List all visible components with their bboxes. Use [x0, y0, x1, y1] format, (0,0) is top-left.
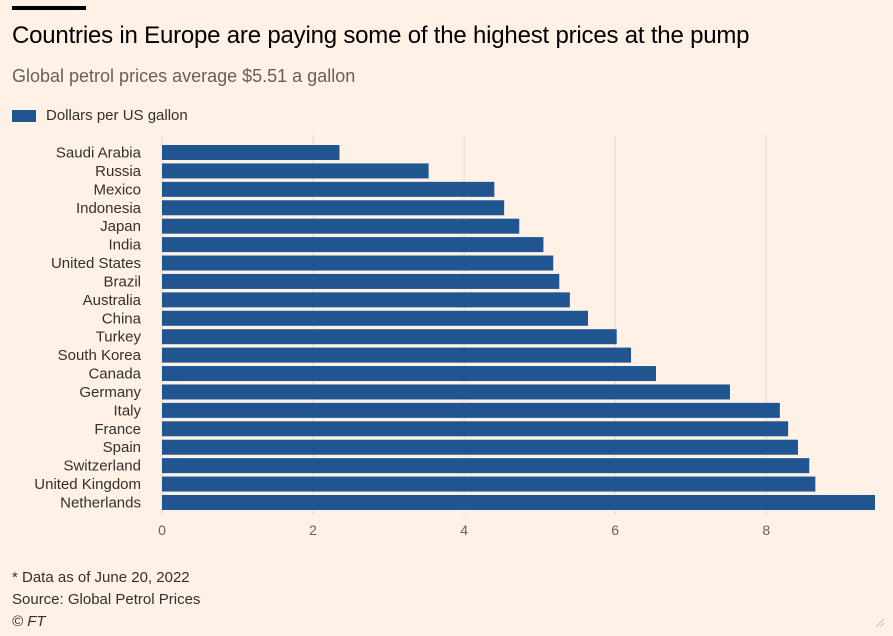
category-label-canada: Canada	[88, 366, 141, 383]
top-rule	[12, 6, 86, 10]
bar-russia	[162, 163, 429, 179]
bar-china	[162, 310, 588, 326]
legend-label: Dollars per US gallon	[46, 107, 188, 124]
category-label-italy: Italy	[113, 402, 141, 419]
bar-france	[162, 421, 789, 437]
category-label-russia: Russia	[95, 163, 142, 180]
bar-turkey	[162, 329, 617, 345]
x-tick-label-0: 0	[158, 522, 166, 538]
bar-netherlands	[162, 494, 875, 510]
category-label-united-kingdom: United Kingdom	[34, 476, 141, 493]
bar-italy	[162, 402, 780, 418]
bar-spain	[162, 439, 798, 455]
category-label-china: China	[102, 310, 142, 327]
legend: Dollars per US gallon	[12, 107, 188, 124]
bar-saudi-arabia	[162, 145, 340, 160]
category-label-united-states: United States	[51, 255, 141, 272]
bar-south-korea	[162, 347, 632, 363]
bar-united-states	[162, 255, 554, 271]
category-label-switzerland: Switzerland	[63, 458, 141, 475]
chart-subtitle: Global petrol prices average $5.51 a gal…	[12, 66, 356, 86]
category-label-mexico: Mexico	[93, 181, 141, 198]
category-label-france: France	[94, 421, 141, 438]
category-label-netherlands: Netherlands	[60, 494, 141, 511]
category-label-south-korea: South Korea	[58, 347, 142, 364]
ft-credit: © FT	[12, 613, 46, 630]
category-label-spain: Spain	[103, 439, 141, 456]
resize-grip-icon	[875, 618, 885, 628]
bar-japan	[162, 218, 520, 234]
category-label-saudi-arabia: Saudi Arabia	[56, 145, 142, 162]
legend-swatch	[12, 109, 36, 122]
bar-canada	[162, 366, 656, 382]
data-date-note: * Data as of June 20, 2022	[12, 569, 190, 586]
x-tick-label-6: 6	[611, 522, 619, 538]
bar-india	[162, 237, 544, 253]
category-label-brazil: Brazil	[103, 273, 141, 290]
bar-brazil	[162, 273, 560, 289]
category-label-turkey: Turkey	[96, 329, 142, 346]
category-label-japan: Japan	[100, 218, 141, 235]
x-axis-ticks: 0 2 4 6 8	[158, 522, 770, 538]
bar-mexico	[162, 181, 495, 197]
footnotes: * Data as of June 20, 2022 Source: Globa…	[12, 567, 200, 633]
category-label-germany: Germany	[79, 384, 141, 401]
bar-switzerland	[162, 458, 810, 474]
x-tick-label-2: 2	[309, 522, 317, 538]
bar-australia	[162, 292, 570, 308]
category-label-india: India	[108, 237, 141, 254]
x-tick-label-4: 4	[460, 522, 468, 538]
bar-united-kingdom	[162, 476, 816, 492]
x-tick-label-8: 8	[762, 522, 770, 538]
bars	[162, 145, 875, 510]
category-label-indonesia: Indonesia	[76, 200, 142, 217]
bar-germany	[162, 384, 730, 400]
chart-title: Countries in Europe are paying some of t…	[12, 22, 750, 49]
bar-indonesia	[162, 200, 505, 216]
source-note: Source: Global Petrol Prices	[12, 591, 201, 608]
category-label-australia: Australia	[83, 292, 142, 309]
